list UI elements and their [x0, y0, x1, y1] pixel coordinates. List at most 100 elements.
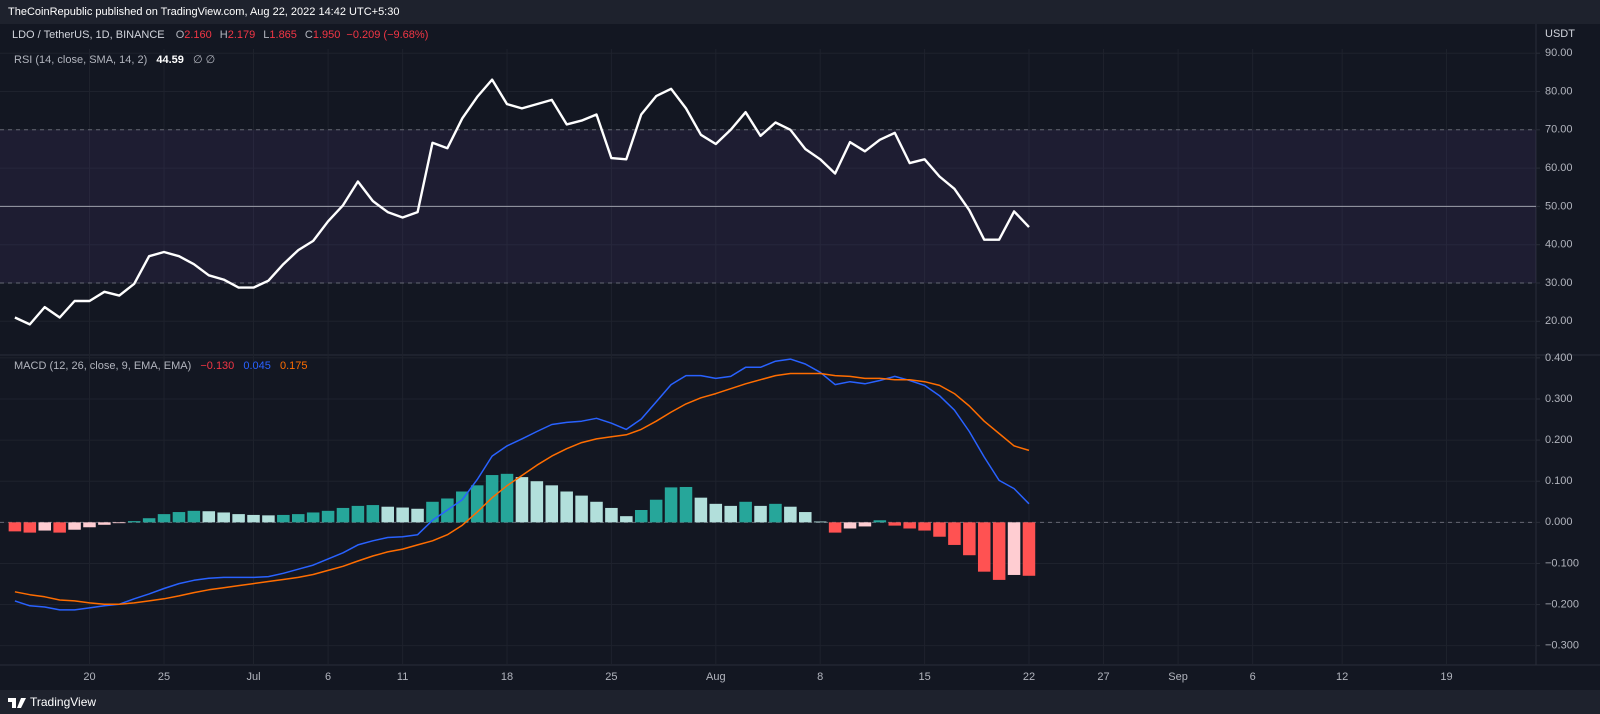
series-line [14, 358, 1030, 611]
histogram-bar [724, 505, 737, 523]
histogram-bar [142, 518, 156, 523]
publish-bar: TheCoinRepublic published on TradingView… [0, 0, 1600, 24]
histogram-bar [605, 507, 618, 523]
ohlc-key: H [219, 29, 228, 41]
histogram-bar [739, 501, 752, 523]
histogram-bar [172, 512, 186, 523]
y-tick-label: −0.200 [1545, 598, 1579, 610]
histogram-bar [470, 485, 484, 523]
histogram-bar [813, 521, 827, 523]
histogram-bar [277, 514, 290, 523]
histogram-bar [873, 520, 887, 523]
ohlc-value: 2.179 [227, 29, 256, 41]
histogram-value: −0.130 [200, 360, 235, 372]
signal-value: 0.175 [279, 360, 308, 372]
ohlc-key: C [304, 29, 313, 41]
x-tick-label: Aug [706, 671, 726, 683]
histogram-bar [83, 522, 96, 528]
histogram-bar [694, 497, 708, 523]
histogram-bar [948, 522, 961, 545]
histogram-bar [321, 510, 335, 523]
histogram-bar [843, 522, 857, 529]
histogram-bar [679, 486, 693, 523]
y-tick-label: 80.00 [1545, 85, 1573, 97]
histogram-bar [23, 522, 37, 533]
histogram-bar [366, 505, 380, 523]
brand: TradingView [30, 695, 97, 709]
histogram-bar [262, 515, 275, 523]
symbol-name: LDO / TetherUS, 1D, BINANCE [12, 29, 165, 41]
histogram-bar [649, 499, 663, 523]
symbol-legend: LDO / TetherUS, 1D, BINANCE O2.160 H2.179… [0, 26, 1600, 44]
histogram-bar [351, 505, 365, 523]
rsi-extra: ∅ ∅ [192, 54, 216, 66]
histogram-bar [560, 491, 573, 523]
histogram-bar [575, 495, 588, 523]
histogram-bar [709, 503, 723, 523]
histogram-bar [664, 487, 678, 523]
histogram-bar [113, 522, 126, 524]
y-tick-label: 0.000 [1545, 516, 1573, 528]
histogram-bar [545, 485, 559, 523]
histogram-bar [590, 501, 603, 523]
currency: USDT [1545, 28, 1575, 40]
histogram-bar [306, 512, 320, 523]
histogram-bar [992, 522, 1006, 580]
change: −0.209 (−9.68%) [346, 29, 429, 41]
histogram-bar [247, 514, 260, 523]
x-tick-label: 25 [158, 671, 170, 683]
histogram-bar [8, 522, 22, 532]
brand-logo [8, 698, 26, 708]
histogram-bar [291, 514, 305, 523]
histogram-bar [620, 516, 633, 523]
histogram-bar [217, 512, 230, 523]
histogram-bar [888, 522, 902, 526]
ohlc-value: 2.160 [184, 29, 212, 41]
x-tick-label: 8 [817, 671, 823, 683]
x-tick-label: Sep [1168, 671, 1188, 683]
ohlc-key: O [175, 29, 185, 41]
histogram-bar [38, 522, 52, 531]
x-tick-label: 25 [605, 671, 617, 683]
histogram-bar [769, 503, 782, 523]
histogram-bar [784, 506, 797, 523]
y-tick-label: 30.00 [1545, 277, 1573, 289]
y-tick-label: 0.200 [1545, 434, 1573, 446]
publish-text: TheCoinRepublic published on TradingView… [8, 6, 400, 18]
histogram-bar [977, 522, 991, 572]
series-line [14, 372, 1030, 605]
y-tick-label: 40.00 [1545, 239, 1573, 251]
histogram-bar [396, 507, 409, 523]
histogram-bar [381, 506, 394, 523]
x-tick-label: 27 [1097, 671, 1109, 683]
x-tick-label: 19 [1440, 671, 1452, 683]
histogram-bar [98, 522, 111, 525]
y-tick-label: 0.400 [1545, 352, 1573, 364]
histogram-bar [336, 507, 350, 523]
footer: TradingView [0, 690, 1600, 714]
histogram-bar [232, 514, 245, 523]
histogram-bar [500, 473, 514, 523]
y-tick-label: 0.100 [1545, 475, 1573, 487]
histogram-bar [903, 522, 916, 529]
histogram-bar [634, 510, 648, 523]
histogram-bar [202, 511, 216, 523]
series-line [14, 78, 1030, 326]
y-tick-label: 20.00 [1545, 315, 1573, 327]
histogram-bar [456, 491, 469, 523]
x-tick-label: 20 [83, 671, 95, 683]
ohlc-value: 1.950 [312, 29, 341, 41]
x-tick-label: 6 [325, 671, 331, 683]
histogram-bar [530, 481, 544, 523]
rsi-value: 44.59 [156, 54, 184, 66]
y-tick-label: 60.00 [1545, 162, 1573, 174]
y-tick-label: −0.300 [1545, 640, 1579, 652]
histogram-bar [933, 522, 946, 537]
price-axis [1536, 24, 1600, 690]
histogram-bar [858, 522, 872, 527]
histogram-bar [1022, 522, 1036, 576]
ohlc-value: 1.865 [269, 29, 297, 41]
x-tick-label: 6 [1250, 671, 1256, 683]
